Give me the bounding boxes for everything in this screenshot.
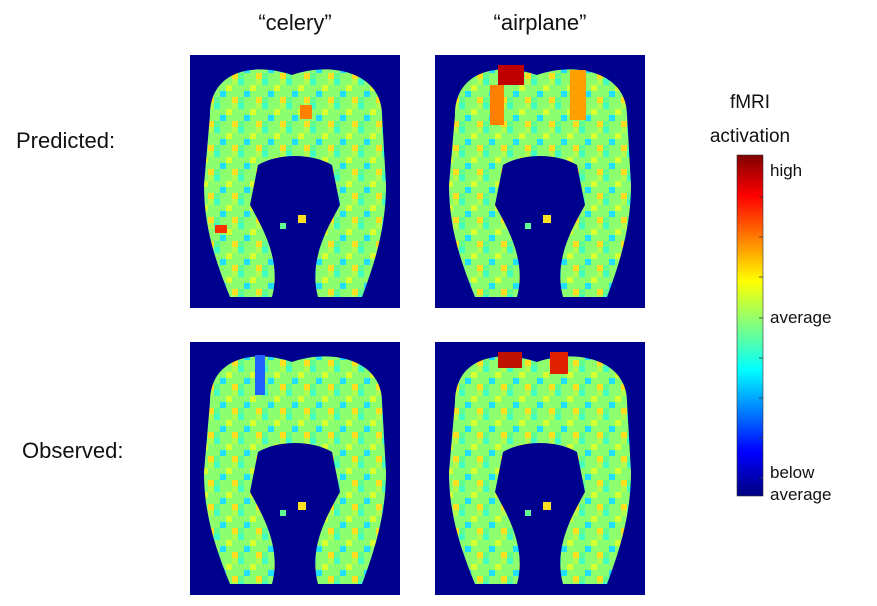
colorbar-label: high xyxy=(770,161,803,180)
row-label: Observed: xyxy=(22,438,124,463)
colorbar xyxy=(736,154,764,497)
colorbar-label: below average xyxy=(770,463,832,504)
colorbar-title: fMRI activation xyxy=(709,92,791,147)
brain-map xyxy=(190,55,400,308)
brain-map xyxy=(190,342,400,595)
column-label: “celery” xyxy=(258,10,332,35)
column-label: “airplane” xyxy=(493,10,587,35)
colorbar-ticks xyxy=(759,196,763,479)
brain-map xyxy=(435,342,645,595)
brain-map xyxy=(435,55,645,308)
row-label: Predicted: xyxy=(16,128,116,153)
colorbar-label: average xyxy=(770,308,832,327)
